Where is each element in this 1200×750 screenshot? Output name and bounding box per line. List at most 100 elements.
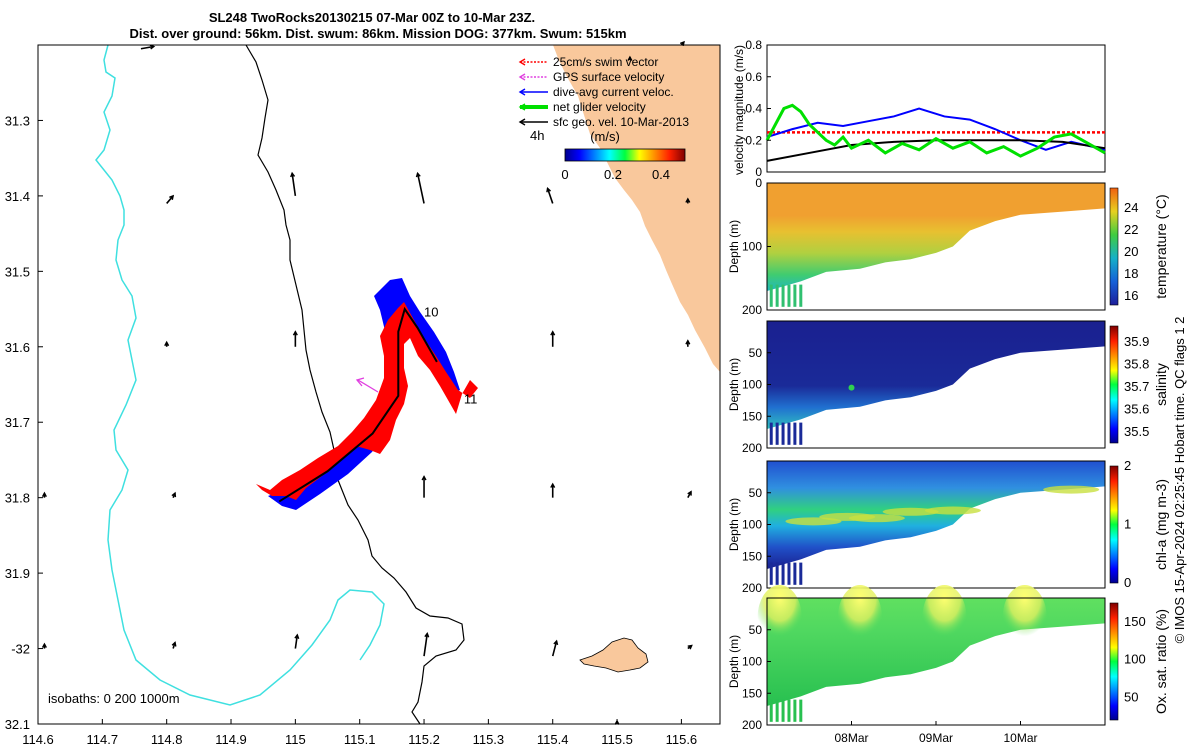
- geo-velocity-arrowhead: [169, 194, 175, 200]
- coastline-land: [553, 45, 720, 372]
- section-colorbar: [1109, 602, 1119, 721]
- section-y-tick-label: 100: [742, 655, 762, 669]
- map-y-tick-label: 31.4: [5, 189, 30, 204]
- legend-entry-label: net glider velocity: [553, 100, 646, 114]
- map-y-tick-label: 31.5: [5, 264, 30, 279]
- section-colorbar-tick-label: 1: [1124, 517, 1131, 532]
- velocity-ylabel: velocity magnitude (m/s): [732, 45, 746, 175]
- isobath-200m: [245, 44, 465, 725]
- map-y-tick-label: 31.7: [5, 415, 30, 430]
- time-label: 4h: [530, 128, 544, 143]
- map-x-tick-label: 114.7: [87, 732, 119, 747]
- geo-velocity-arrowhead: [553, 639, 559, 646]
- map-y-tick-label: 32.1: [5, 717, 30, 732]
- section-colorbar-tick-label: 24: [1124, 200, 1138, 215]
- chla-maximum-patch: [924, 506, 981, 515]
- legend-arrowhead: [518, 73, 526, 81]
- section-ylabel: Depth (m): [727, 358, 741, 411]
- salinity-section: 50 100 150 200 Depth (m) 35.5 35.6 35.7 35.8 35.9…: [727, 320, 1169, 455]
- map-y-tick-label: 31.9: [5, 566, 30, 581]
- legend-arrowhead: [518, 58, 526, 66]
- velocity-series-line: [765, 103, 1106, 158]
- map-x-tick-label: 115.4: [537, 732, 569, 747]
- section-x-tick-label: 10Mar: [1003, 731, 1037, 745]
- track-map: 114.6 114.7 114.8 114.9 115 115.1 115.2 115.3 11…: [5, 40, 721, 747]
- chla-section: 50 100 150 200 Depth (m) 0 1 2 chl-a (mg m-3): [727, 458, 1169, 595]
- velocity-y-tick-label: 0.8: [745, 38, 762, 52]
- swim-vector-band: [256, 302, 478, 500]
- geo-velocity-arrowhead: [614, 719, 620, 725]
- geo-velocity-arrowhead: [685, 197, 691, 203]
- gps-surface-arrow: [357, 379, 379, 393]
- isobath-label: isobaths: 0 200 1000m: [48, 691, 180, 706]
- velocity-y-tick-label: 0.2: [745, 133, 762, 147]
- section-ylabel: Depth (m): [727, 635, 741, 688]
- map-y-tick-label: 31.8: [5, 491, 30, 506]
- geo-velocity-arrowhead: [171, 491, 177, 498]
- legend-arrowhead: [518, 118, 526, 126]
- section-y-tick-label: 200: [742, 441, 762, 455]
- section-colorbar-tick-label: 35.7: [1124, 379, 1149, 394]
- section-colorbar-label: temperature (°C): [1153, 194, 1169, 298]
- colorbar-unit-label: (m/s): [590, 129, 620, 144]
- section-colorbar-tick-label: 50: [1124, 689, 1138, 704]
- section-y-tick-label: 150: [742, 409, 762, 423]
- geo-velocity-arrow: [140, 45, 154, 50]
- track-label: 10: [424, 305, 438, 320]
- oxygen-supersaturation-patch: [1002, 585, 1047, 650]
- geo-velocity-arrow: [291, 173, 297, 197]
- geo-velocity-arrowhead: [292, 330, 298, 336]
- map-x-tick-label: 114.8: [151, 732, 183, 747]
- section-colorbar-tick-label: 150: [1124, 614, 1146, 629]
- geo-velocity-arrowhead: [421, 475, 427, 481]
- section-colorbar-tick-label: 16: [1124, 288, 1138, 303]
- section-ylabel: Depth (m): [727, 498, 741, 551]
- section-colorbar-tick-label: 2: [1124, 458, 1131, 473]
- map-x-tick-label: 115.3: [473, 732, 505, 747]
- map-y-tick-label: -32: [11, 642, 30, 657]
- legend-entry-label: dive-avg current veloc.: [553, 85, 674, 99]
- section-colorbar-label: salinity: [1153, 363, 1169, 406]
- map-x-tick-label: 115.5: [601, 732, 633, 747]
- section-colorbar: [1109, 325, 1119, 444]
- speed-colorbar: [564, 148, 686, 162]
- legend-entry-label: GPS surface velocity: [553, 70, 664, 84]
- velocity-axes: [766, 44, 1106, 173]
- title-line-1: SL248 TwoRocks20130215 07-Mar 00Z to 10-…: [209, 10, 535, 25]
- section-colorbar-tick-label: 35.5: [1124, 424, 1149, 439]
- geo-velocity-arrow: [551, 640, 558, 657]
- map-x-tick-label: 114.9: [215, 732, 247, 747]
- velocity-y-tick-label: 0.4: [745, 102, 762, 116]
- map-axes: [37, 44, 721, 725]
- glider-track: [278, 306, 438, 503]
- section-y-tick-label: 150: [742, 549, 762, 563]
- section-colorbar-tick-label: 20: [1124, 244, 1138, 259]
- section-colorbar-label: Ox. sat. ratio (%): [1153, 609, 1169, 714]
- speed-colorbar-tick-label: 0: [561, 167, 568, 182]
- geo-velocity-arrowhead: [687, 490, 692, 496]
- gps-surface-arrowhead: [355, 377, 365, 387]
- map-y-tick-label: 31.3: [5, 113, 30, 128]
- section-colorbar-tick-label: 22: [1124, 222, 1138, 237]
- section-colorbar: [1109, 187, 1119, 306]
- section-y-tick-label: 150: [742, 686, 762, 700]
- map-x-tick-label: 114.6: [22, 732, 54, 747]
- chla-maximum-patch: [848, 514, 905, 523]
- geo-velocity-arrowhead: [149, 44, 156, 50]
- chla-maximum-patch: [882, 507, 939, 516]
- section-data-fill: [767, 321, 1105, 429]
- geo-velocity-arrowhead: [171, 641, 177, 647]
- geo-velocity-arrowhead: [679, 40, 685, 47]
- track-label: 11: [464, 391, 478, 406]
- credit-text: © IMOS 15-Apr-2024 02:25:45 Hobart time.…: [1172, 317, 1187, 644]
- map-x-tick-label: 115: [285, 732, 306, 747]
- legend-entry-label: 25cm/s swim vector: [553, 55, 658, 69]
- map-x-tick-label: 115.6: [666, 732, 698, 747]
- legend-arrowhead: [518, 88, 526, 96]
- section-data-fill: [767, 183, 1105, 291]
- velocity-series-line: [766, 107, 1106, 151]
- geo-velocity-arrow: [416, 173, 425, 204]
- speed-colorbar-tick-label: 0.4: [652, 167, 670, 182]
